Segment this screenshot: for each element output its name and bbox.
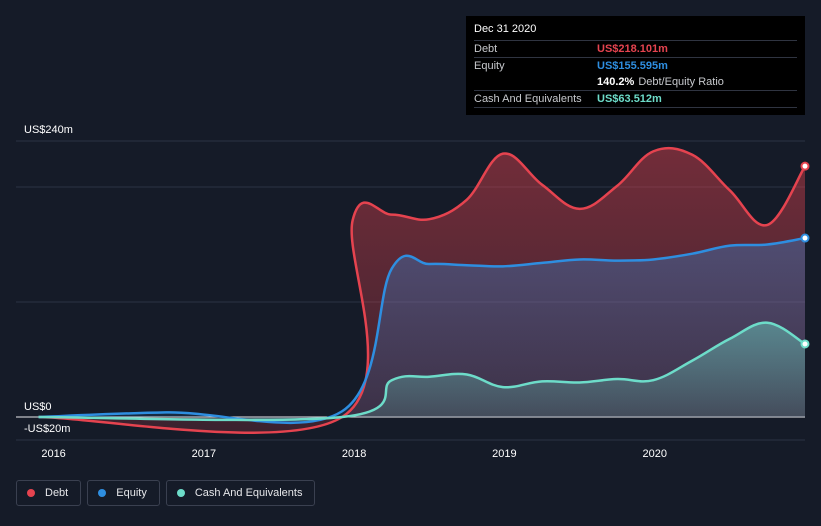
- series-end-markers: [800, 161, 810, 349]
- legend: Debt Equity Cash And Equivalents: [16, 480, 316, 506]
- series-lines: [38, 146, 807, 434]
- cash-line: [38, 321, 806, 422]
- tooltip-equity-value: US$155.595m: [597, 60, 668, 72]
- legend-label-debt: Debt: [45, 487, 69, 499]
- y-axis-labels: US$240m US$0 -US$20m: [24, 124, 73, 435]
- legend-dot-cash: [176, 489, 185, 497]
- legend-dot-debt: [27, 489, 35, 497]
- y-tick-label: US$240m: [24, 124, 73, 136]
- x-tick-label: 2017: [192, 448, 216, 460]
- tooltip-cash-label: Cash And Equivalents: [474, 93, 582, 105]
- tooltip-ratio-row: 140.2% Debt/Equity Ratio: [474, 74, 797, 90]
- series-areas: [38, 148, 806, 433]
- debt-line: [38, 146, 807, 434]
- legend-item-equity[interactable]: Equity: [87, 480, 160, 506]
- tooltip-ratio-label: Debt/Equity Ratio: [638, 76, 724, 88]
- tooltip-debt-label: Debt: [474, 43, 498, 55]
- y-tick-label: -US$20m: [24, 423, 70, 435]
- legend-label-equity: Equity: [116, 487, 147, 499]
- cash-area: [38, 322, 806, 420]
- equity-line: [38, 236, 806, 425]
- tooltip-equity-row: Equity US$155.595m: [474, 57, 797, 74]
- equity-area: [38, 238, 806, 423]
- tooltip-date: Dec 31 2020: [474, 23, 537, 35]
- x-tick-label: 2020: [642, 448, 666, 460]
- tooltip-debt-row: Debt US$218.101m: [474, 40, 797, 57]
- tooltip-ratio-value: 140.2%: [597, 76, 635, 88]
- x-tick-label: 2019: [492, 448, 516, 460]
- tooltip-panel: Dec 31 2020 Debt US$218.101m Equity US$1…: [466, 16, 805, 115]
- equity-end-marker: [800, 233, 810, 243]
- x-axis-labels: 2016 2017 2018 2019 2020: [41, 448, 667, 460]
- tooltip-cash-row: Cash And Equivalents US$63.512m: [474, 90, 797, 108]
- cash-end-marker: [800, 339, 810, 349]
- y-tick-label: US$0: [24, 401, 52, 413]
- legend-item-cash[interactable]: Cash And Equivalents: [165, 480, 316, 506]
- tooltip-equity-label: Equity: [474, 60, 505, 72]
- legend-item-debt[interactable]: Debt: [16, 480, 82, 506]
- legend-dot-equity: [98, 489, 107, 497]
- tooltip-debt-value: US$218.101m: [597, 43, 668, 55]
- legend-label-cash: Cash And Equivalents: [194, 487, 303, 499]
- x-tick-label: 2016: [41, 448, 65, 460]
- x-tick-label: 2018: [342, 448, 366, 460]
- debt-end-marker: [800, 161, 810, 171]
- tooltip-cash-value: US$63.512m: [597, 93, 662, 105]
